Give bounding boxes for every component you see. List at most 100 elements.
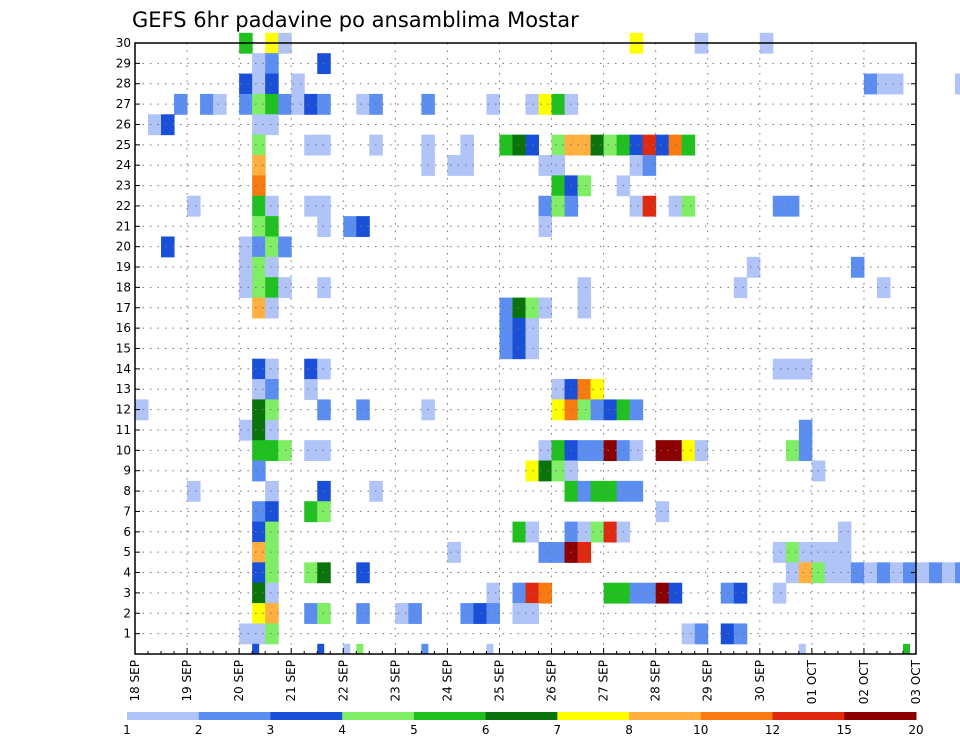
heatmap-cell: [785, 440, 800, 462]
x-tick-label: 20 SEP: [232, 660, 246, 702]
heatmap-cell: [135, 399, 149, 421]
heatmap-cell: [603, 134, 618, 156]
heatmap-cell: [265, 277, 279, 299]
heatmap-cell: [551, 175, 566, 197]
heatmap-cell: [577, 521, 592, 543]
heatmap-cell: [642, 195, 657, 217]
heatmap-cell: [642, 582, 657, 604]
y-tick-label: 28: [116, 77, 131, 91]
heatmap-cell: [304, 562, 318, 584]
heatmap-cell: [876, 562, 891, 584]
heatmap-cell: [252, 603, 266, 624]
heatmap-cell: [525, 521, 540, 543]
heatmap-cell: [265, 521, 279, 543]
colorbar-label: 3: [267, 723, 275, 737]
heatmap-cell: [603, 440, 618, 462]
heatmap-cell: [252, 419, 266, 441]
heatmap-cell: [252, 643, 260, 654]
heatmap-cell: [291, 73, 305, 95]
y-tick-label: 8: [123, 484, 131, 498]
colorbar-swatch: [700, 712, 774, 720]
heatmap-cell: [252, 277, 266, 299]
y-tick-label: 17: [116, 301, 131, 315]
heatmap-cell: [512, 338, 526, 360]
y-tick-label: 23: [116, 179, 131, 193]
heatmap-cell: [629, 134, 644, 156]
heatmap-cell: [577, 440, 592, 462]
heatmap-cell: [629, 399, 644, 421]
heatmap-cell: [798, 440, 813, 462]
heatmap-cell: [239, 623, 253, 645]
heatmap-cell: [148, 114, 162, 136]
heatmap-cell: [551, 93, 566, 115]
colorbar-swatch: [485, 712, 558, 720]
heatmap-cell: [551, 195, 566, 217]
y-tick-label: 14: [116, 362, 131, 376]
heatmap-cell: [577, 541, 592, 563]
heatmap-cell: [512, 297, 526, 319]
heatmap-cell: [551, 440, 566, 462]
colorbar-swatch: [413, 712, 487, 720]
heatmap-cell: [512, 134, 526, 156]
heatmap-cell: [603, 521, 618, 543]
heatmap-cells: [135, 32, 960, 654]
heatmap-cell: [265, 73, 279, 95]
heatmap-cell: [239, 73, 253, 95]
y-tick-label: 11: [116, 423, 131, 437]
x-tick-label: 29 SEP: [701, 660, 715, 702]
heatmap-cell: [577, 297, 592, 319]
heatmap-cell: [525, 93, 540, 115]
heatmap-cell: [265, 480, 279, 502]
heatmap-cell: [850, 562, 865, 584]
heatmap-cell: [317, 643, 325, 654]
y-tick-label: 26: [116, 117, 131, 131]
heatmap-cell: [512, 521, 526, 543]
heatmap-cell: [252, 175, 266, 197]
colorbar-swatch: [772, 712, 845, 720]
heatmap-cell: [551, 155, 566, 176]
heatmap-cell: [590, 379, 605, 400]
heatmap-cell: [460, 603, 474, 624]
heatmap-cell: [252, 134, 266, 156]
heatmap-cell: [603, 480, 618, 502]
heatmap-cell: [551, 399, 566, 421]
heatmap-cell: [460, 155, 474, 176]
heatmap-cell: [538, 460, 553, 482]
y-tick-label: 3: [123, 586, 131, 600]
y-tick-label: 12: [116, 403, 131, 417]
x-tick-label: 28 SEP: [649, 660, 663, 702]
colorbar-label: 8: [625, 723, 633, 737]
heatmap-cell: [603, 582, 618, 604]
heatmap-cell: [590, 521, 605, 543]
heatmap-cell: [499, 134, 513, 156]
heatmap-cell: [213, 93, 227, 115]
heatmap-cell: [395, 603, 409, 624]
heatmap-cell: [655, 134, 670, 156]
heatmap-cell: [265, 358, 279, 380]
heatmap-cell: [629, 195, 644, 217]
heatmap-cell: [512, 603, 526, 624]
heatmap-cell: [916, 562, 930, 584]
y-tick-label: 19: [116, 260, 131, 274]
colorbar-label: 2: [195, 723, 203, 737]
heatmap-cell: [304, 358, 318, 380]
y-tick-label: 27: [116, 97, 131, 111]
heatmap-cell: [590, 134, 605, 156]
heatmap-cell: [252, 379, 266, 400]
heatmap-cell: [655, 440, 670, 462]
heatmap-cell: [772, 195, 787, 217]
heatmap-cell: [577, 480, 592, 502]
heatmap-cell: [603, 399, 618, 421]
heatmap-cell: [239, 236, 253, 258]
heatmap-cell: [538, 93, 553, 115]
y-tick-label: 30: [116, 36, 131, 50]
heatmap-cell: [538, 216, 553, 237]
heatmap-cell: [265, 379, 279, 400]
heatmap-cell: [252, 399, 266, 421]
heatmap-cell: [499, 297, 513, 319]
heatmap-cell: [187, 195, 201, 217]
heatmap-cell: [252, 358, 266, 380]
heatmap-cell: [681, 440, 696, 462]
colorbar-label: 6: [482, 723, 490, 737]
heatmap-cell: [525, 603, 540, 624]
